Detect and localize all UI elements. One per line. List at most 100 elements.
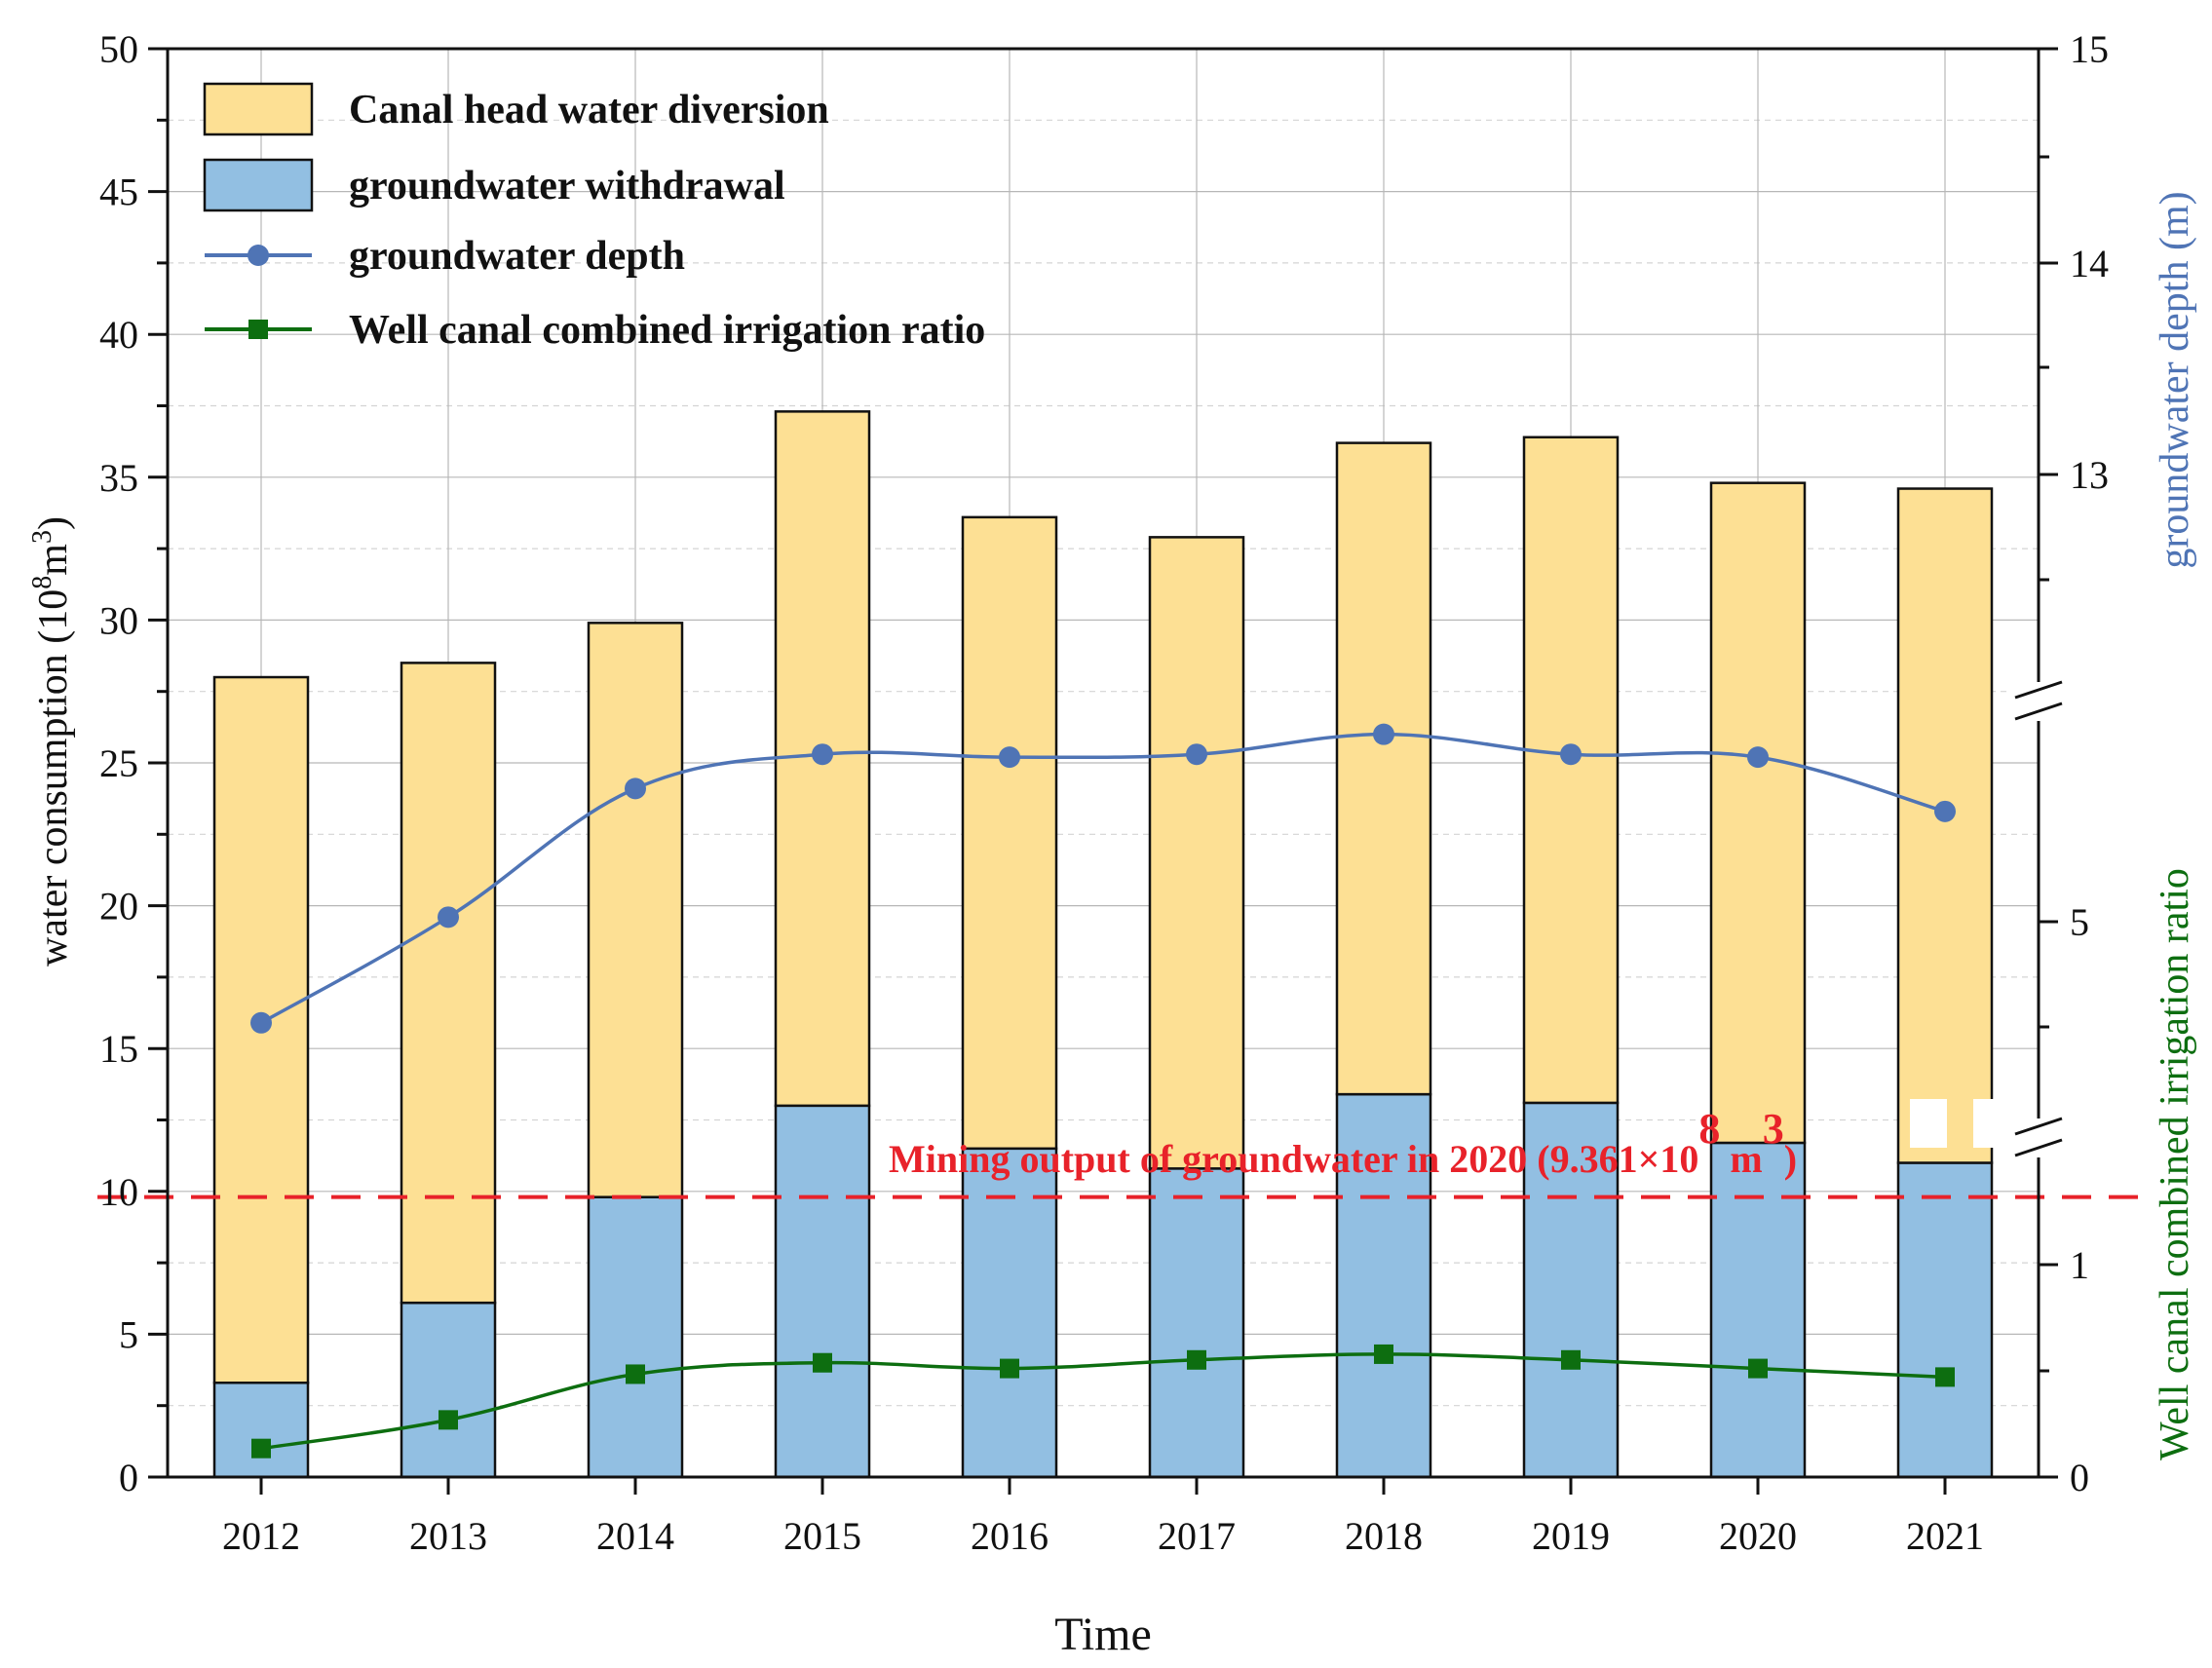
right-tick-label-15: 15 (2070, 27, 2109, 71)
bar-canal-head-diversion-2017 (1148, 536, 1245, 1170)
groundwater-depth-point-2015 (812, 743, 833, 766)
bar-canal-head-diversion-2013 (400, 662, 497, 1305)
left-axis-title-part-1: 8 (27, 576, 57, 589)
bar-canal-head-diversion-2016 (961, 515, 1058, 1151)
reference-line-group: Mining output of groundwater in 2020 (9.… (97, 1099, 2146, 1199)
legend-item-1-label: groundwater withdrawal (349, 164, 785, 208)
category-label-2018: 2018 (1345, 1514, 1423, 1558)
left-tick-label: 25 (99, 741, 138, 785)
bar-groundwater-withdrawal-2019 (1522, 1101, 1620, 1479)
axis-break-mask-2 (2009, 1118, 2068, 1157)
legend-item-2-label: groundwater depth (349, 234, 685, 279)
ref-label-end: ) (1784, 1137, 1797, 1181)
axis-break-mark-1b (2014, 701, 2063, 721)
ref-label-main: Mining output of groundwater in 2020 (9.… (889, 1137, 1698, 1181)
irrigation-ratio-point-2020 (1748, 1358, 1768, 1379)
category-label-2021: 2021 (1906, 1514, 1984, 1558)
groundwater-depth-line (260, 732, 1946, 1025)
left-tick-label: 50 (99, 27, 138, 71)
category-label-2013: 2013 (409, 1514, 487, 1558)
axis-break-mask-1 (2009, 682, 2068, 721)
legend-item-2-marker (248, 245, 269, 266)
left-axis-title-part-2: m (31, 544, 76, 576)
groundwater-depth-point-2020 (1747, 746, 1769, 769)
right-tick-label-0: 0 (2070, 1456, 2089, 1499)
ref-label-sup: 8 (1698, 1105, 1720, 1153)
category-label-2019: 2019 (1532, 1514, 1610, 1558)
left-axis-title-part-4: ) (31, 516, 76, 530)
left-tick-label: 15 (99, 1027, 138, 1071)
legend: Canal head water diversion groundwater wi… (203, 82, 985, 353)
left-tick-label: 10 (99, 1170, 138, 1214)
right-tick-label-13: 13 (2070, 453, 2109, 497)
left-tick-label: 0 (119, 1456, 138, 1499)
right-tick-label-14: 14 (2070, 242, 2109, 285)
irrigation-ratio-point-2016 (1000, 1358, 1019, 1379)
category-label-2020: 2020 (1719, 1514, 1797, 1558)
legend-item-0-swatch (203, 82, 314, 136)
left-tick-label: 45 (99, 171, 138, 214)
bar-groundwater-withdrawal-2015 (774, 1104, 871, 1479)
category-label-2014: 2014 (596, 1514, 674, 1558)
bar-groundwater-withdrawal-2016 (961, 1147, 1058, 1479)
irrigation-ratio-point-2018 (1374, 1344, 1393, 1364)
groundwater-depth-point-2014 (625, 777, 646, 800)
category-label-2017: 2017 (1158, 1514, 1236, 1558)
bar-groundwater-withdrawal-2018 (1335, 1092, 1432, 1479)
axis-break-mark-1a (2014, 680, 2063, 700)
reference-line-label: Mining output of groundwater in 2020 (9.… (889, 1105, 1797, 1181)
left-axis-title-part-0: water consumption (10 (31, 589, 76, 967)
legend-item-3-label: Well canal combined irrigation ratio (349, 308, 985, 353)
irrigation-ratio-point-2012 (251, 1438, 271, 1459)
x-axis-title: Time (1054, 1609, 1152, 1660)
irrigation-ratio-point-2013 (439, 1410, 458, 1430)
ref-label-highlight-1 (1910, 1099, 1947, 1148)
bar-groundwater-withdrawal-2013 (400, 1301, 497, 1479)
right-axis-title-ratio: Well canal combined irrigation ratio (2153, 868, 2197, 1460)
category-label-2012: 2012 (222, 1514, 300, 1558)
irrigation-ratio-point-2021 (1935, 1367, 1955, 1387)
right-axis-title-depth: groundwater depth (m) (2153, 191, 2197, 568)
bar-canal-head-diversion-2018 (1335, 441, 1432, 1096)
ref-label-highlight-2 (1973, 1099, 2010, 1148)
right-tick-label-1: 1 (2070, 1243, 2089, 1287)
irrigation-ratio-line (260, 1352, 1946, 1451)
groundwater-depth-point-2013 (438, 906, 459, 929)
left-tick-label: 35 (99, 456, 138, 500)
groundwater-depth-point-2012 (250, 1011, 272, 1034)
irrigation-ratio-point-2015 (813, 1352, 832, 1373)
left-tick-label: 30 (99, 598, 138, 642)
line-series (250, 723, 1956, 1459)
ref-label-mid: m (1720, 1137, 1762, 1181)
left-tick-label: 20 (99, 885, 138, 929)
bar-canal-head-diversion-2014 (587, 622, 684, 1198)
legend-item-3-marker (248, 320, 268, 339)
bar-groundwater-withdrawal-2020 (1709, 1141, 1807, 1479)
groundwater-depth-point-2016 (999, 746, 1020, 769)
groundwater-depth-point-2021 (1934, 800, 1956, 822)
left-axis-title-part-3: 3 (27, 530, 57, 544)
axis-break-mark-2a (2014, 1117, 2063, 1136)
irrigation-ratio-point-2019 (1561, 1349, 1581, 1370)
bar-groundwater-withdrawal-2021 (1896, 1161, 1994, 1479)
bar-groundwater-withdrawal-2014 (587, 1195, 684, 1479)
right-tick-label-5: 5 (2070, 900, 2089, 944)
left-tick-label: 5 (119, 1312, 138, 1356)
legend-item-1-swatch (203, 158, 314, 212)
irrigation-ratio-point-2014 (626, 1364, 645, 1384)
ref-label-sup2: 3 (1763, 1105, 1784, 1153)
bar-canal-head-diversion-2019 (1522, 436, 1620, 1105)
category-label-2016: 2016 (971, 1514, 1049, 1558)
groundwater-depth-point-2019 (1560, 743, 1582, 766)
bar-groundwater-withdrawal-2012 (212, 1381, 310, 1479)
groundwater-depth-point-2017 (1186, 743, 1207, 766)
left-axis-title: water consumption (108m3) (27, 516, 76, 967)
left-tick-label: 40 (99, 313, 138, 357)
irrigation-ratio-point-2017 (1187, 1349, 1206, 1370)
bar-canal-head-diversion-2021 (1896, 487, 1994, 1164)
bar-canal-head-diversion-2020 (1709, 481, 1807, 1145)
bar-groundwater-withdrawal-2017 (1148, 1167, 1245, 1479)
